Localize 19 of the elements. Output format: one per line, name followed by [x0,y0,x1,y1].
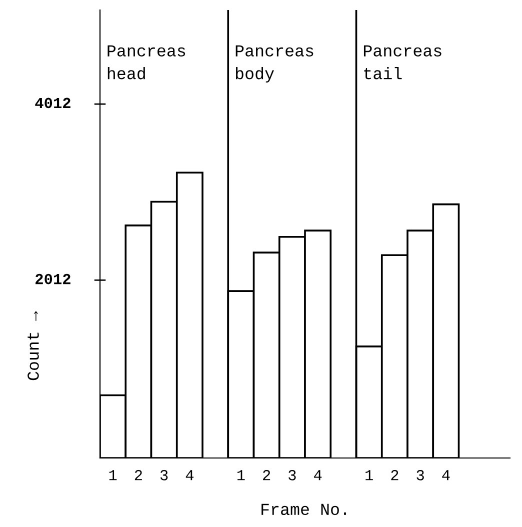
x-tick-label: 1 [237,470,245,480]
text: Count → [28,311,39,380]
x-tick-label: 1 [109,470,117,480]
x-axis-title: Frame No. [262,504,346,516]
x-tick-label: 3 [160,470,168,480]
x-tick-label: 2 [391,470,398,480]
text: Pancreas tail [364,45,442,80]
x-tick-label: 3 [416,470,424,480]
text: 4012 [35,98,70,108]
x-tick-label: 4 [314,470,322,480]
x-tick-label: 4 [442,470,450,480]
text: 2012 [36,274,70,284]
text: Pancreas head [108,45,186,80]
x-tick-label: 2 [263,470,270,480]
text: Pancreas body [236,45,314,83]
x-tick-label: 2 [134,470,142,480]
x-tick-label: 3 [288,470,296,480]
x-tick-label: 4 [186,470,194,480]
x-tick-label: 1 [366,470,373,480]
